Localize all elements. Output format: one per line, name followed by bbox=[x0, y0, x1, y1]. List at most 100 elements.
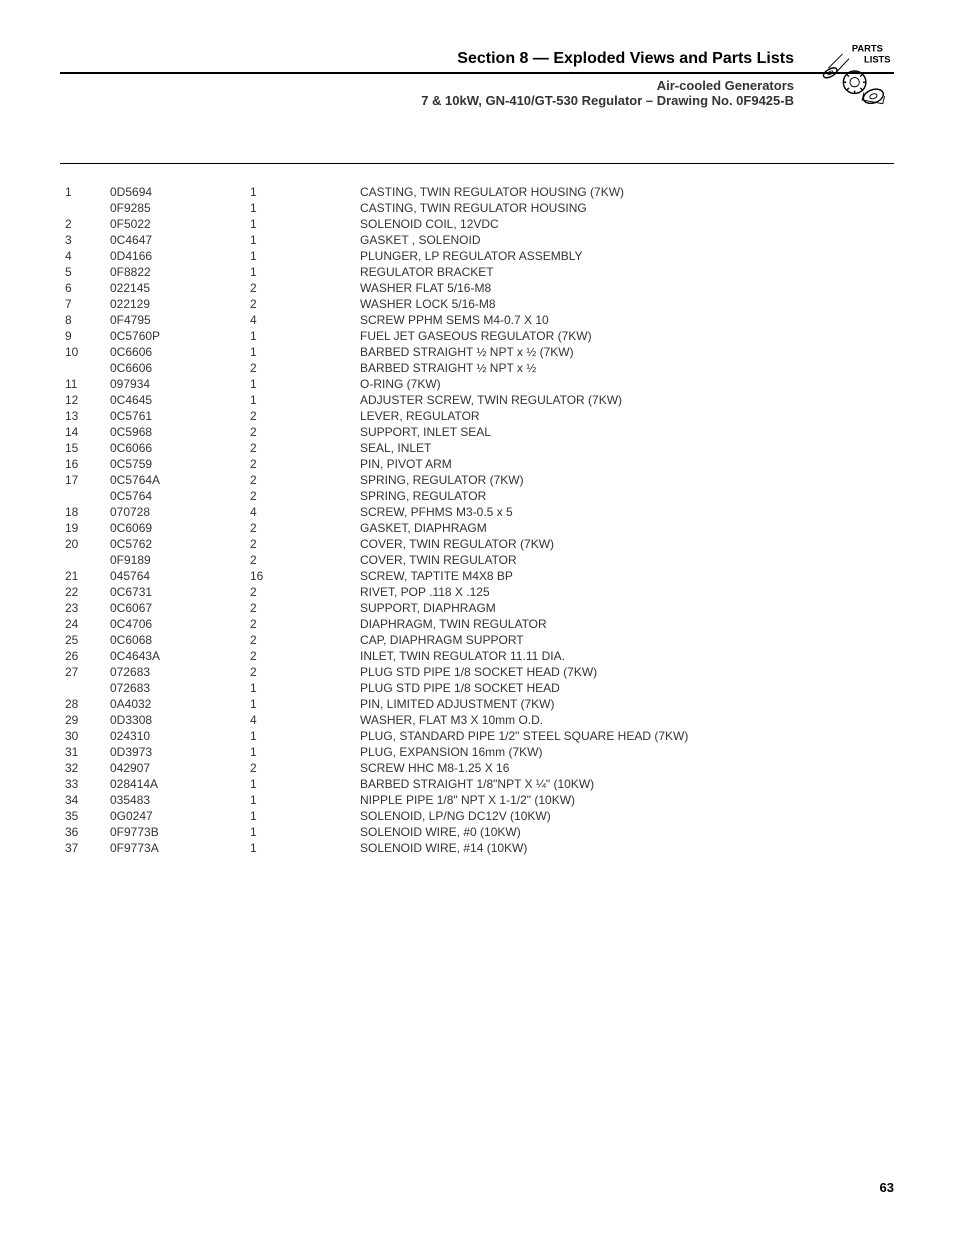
quantity: 1 bbox=[250, 392, 360, 408]
description: FUEL JET GASEOUS REGULATOR (7KW) bbox=[360, 328, 894, 344]
quantity: 1 bbox=[250, 200, 360, 216]
item-number: 11 bbox=[60, 376, 110, 392]
part-number: 097934 bbox=[110, 376, 250, 392]
table-row: 10D56941CASTING, TWIN REGULATOR HOUSING … bbox=[60, 184, 894, 200]
quantity: 1 bbox=[250, 680, 360, 696]
description: PIN, LIMITED ADJUSTMENT (7KW) bbox=[360, 696, 894, 712]
description: WASHER LOCK 5/16-M8 bbox=[360, 296, 894, 312]
description: WASHER, FLAT M3 X 10mm O.D. bbox=[360, 712, 894, 728]
part-number: 0C5762 bbox=[110, 536, 250, 552]
quantity: 1 bbox=[250, 328, 360, 344]
table-row: 310D39731PLUG, EXPANSION 16mm (7KW) bbox=[60, 744, 894, 760]
part-number: 0D4166 bbox=[110, 248, 250, 264]
table-row: 350G02471SOLENOID, LP/NG DC12V (10KW) bbox=[60, 808, 894, 824]
quantity: 1 bbox=[250, 376, 360, 392]
description: INLET, TWIN REGULATOR 11.11 DIA. bbox=[360, 648, 894, 664]
quantity: 2 bbox=[250, 664, 360, 680]
quantity: 1 bbox=[250, 344, 360, 360]
part-number: 024310 bbox=[110, 728, 250, 744]
quantity: 2 bbox=[250, 424, 360, 440]
quantity: 2 bbox=[250, 600, 360, 616]
page-header: Section 8 — Exploded Views and Parts Lis… bbox=[60, 50, 894, 74]
part-number: 0C4706 bbox=[110, 616, 250, 632]
quantity: 1 bbox=[250, 776, 360, 792]
item-number: 36 bbox=[60, 824, 110, 840]
quantity: 2 bbox=[250, 488, 360, 504]
table-row: 90C5760P1FUEL JET GASEOUS REGULATOR (7KW… bbox=[60, 328, 894, 344]
item-number: 35 bbox=[60, 808, 110, 824]
item-number: 14 bbox=[60, 424, 110, 440]
quantity: 1 bbox=[250, 744, 360, 760]
description: O-RING (7KW) bbox=[360, 376, 894, 392]
item-number: 3 bbox=[60, 232, 110, 248]
table-row: 190C60692GASKET, DIAPHRAGM bbox=[60, 520, 894, 536]
table-row: 270726832PLUG STD PIPE 1/8 SOCKET HEAD (… bbox=[60, 664, 894, 680]
item-number: 33 bbox=[60, 776, 110, 792]
part-number: 0F9773B bbox=[110, 824, 250, 840]
quantity: 2 bbox=[250, 440, 360, 456]
item-number: 20 bbox=[60, 536, 110, 552]
icon-label-bottom: LISTS bbox=[864, 55, 891, 65]
table-row: 150C60662SEAL, INLET bbox=[60, 440, 894, 456]
table-row: 230C60672SUPPORT, DIAPHRAGM bbox=[60, 600, 894, 616]
description: SCREW HHC M8-1.25 X 16 bbox=[360, 760, 894, 776]
part-number: 022145 bbox=[110, 280, 250, 296]
description: COVER, TWIN REGULATOR (7KW) bbox=[360, 536, 894, 552]
quantity: 2 bbox=[250, 360, 360, 376]
item-number: 23 bbox=[60, 600, 110, 616]
part-number: 0C4643A bbox=[110, 648, 250, 664]
item-number: 9 bbox=[60, 328, 110, 344]
quantity: 1 bbox=[250, 184, 360, 200]
table-row: 120C46451ADJUSTER SCREW, TWIN REGULATOR … bbox=[60, 392, 894, 408]
description: REGULATOR BRACKET bbox=[360, 264, 894, 280]
description: CAP, DIAPHRAGM SUPPORT bbox=[360, 632, 894, 648]
description: SCREW, TAPTITE M4X8 BP bbox=[360, 568, 894, 584]
description: SCREW PPHM SEMS M4-0.7 X 10 bbox=[360, 312, 894, 328]
item-number: 16 bbox=[60, 456, 110, 472]
table-row: 220C67312RIVET, POP .118 X .125 bbox=[60, 584, 894, 600]
item-number: 2 bbox=[60, 216, 110, 232]
quantity: 1 bbox=[250, 696, 360, 712]
quantity: 16 bbox=[250, 568, 360, 584]
part-number: 035483 bbox=[110, 792, 250, 808]
part-number: 045764 bbox=[110, 568, 250, 584]
page-number: 63 bbox=[880, 1180, 894, 1195]
part-number: 0D3973 bbox=[110, 744, 250, 760]
item-number: 29 bbox=[60, 712, 110, 728]
table-row: 30C46471GASKET , SOLENOID bbox=[60, 232, 894, 248]
item-number bbox=[60, 552, 110, 568]
description: COVER, TWIN REGULATOR bbox=[360, 552, 894, 568]
table-row: 340354831NIPPLE PIPE 1/8" NPT X 1-1/2" (… bbox=[60, 792, 894, 808]
part-number: 0F9285 bbox=[110, 200, 250, 216]
part-number: 0C6606 bbox=[110, 344, 250, 360]
quantity: 2 bbox=[250, 536, 360, 552]
table-row: 100C66061BARBED STRAIGHT ½ NPT x ½ (7KW) bbox=[60, 344, 894, 360]
table-row: 2104576416SCREW, TAPTITE M4X8 BP bbox=[60, 568, 894, 584]
part-number: 0F8822 bbox=[110, 264, 250, 280]
description: SCREW, PFHMS M3-0.5 x 5 bbox=[360, 504, 894, 520]
description: SUPPORT, INLET SEAL bbox=[360, 424, 894, 440]
divider bbox=[60, 163, 894, 164]
quantity: 2 bbox=[250, 408, 360, 424]
description: SOLENOID, LP/NG DC12V (10KW) bbox=[360, 808, 894, 824]
quantity: 2 bbox=[250, 520, 360, 536]
part-number: 0D5694 bbox=[110, 184, 250, 200]
part-number: 0F9189 bbox=[110, 552, 250, 568]
quantity: 1 bbox=[250, 792, 360, 808]
item-number: 4 bbox=[60, 248, 110, 264]
description: PIN, PIVOT ARM bbox=[360, 456, 894, 472]
item-number: 15 bbox=[60, 440, 110, 456]
table-row: 140C59682SUPPORT, INLET SEAL bbox=[60, 424, 894, 440]
description: CASTING, TWIN REGULATOR HOUSING (7KW) bbox=[360, 184, 894, 200]
item-number: 13 bbox=[60, 408, 110, 424]
table-row: 20F50221SOLENOID COIL, 12VDC bbox=[60, 216, 894, 232]
part-number: 0C6606 bbox=[110, 360, 250, 376]
quantity: 1 bbox=[250, 728, 360, 744]
part-number: 0F5022 bbox=[110, 216, 250, 232]
item-number: 7 bbox=[60, 296, 110, 312]
item-number: 17 bbox=[60, 472, 110, 488]
table-row: 240C47062DIAPHRAGM, TWIN REGULATOR bbox=[60, 616, 894, 632]
table-row: 280A40321PIN, LIMITED ADJUSTMENT (7KW) bbox=[60, 696, 894, 712]
description: NIPPLE PIPE 1/8" NPT X 1-1/2" (10KW) bbox=[360, 792, 894, 808]
table-row: 60221452WASHER FLAT 5/16-M8 bbox=[60, 280, 894, 296]
